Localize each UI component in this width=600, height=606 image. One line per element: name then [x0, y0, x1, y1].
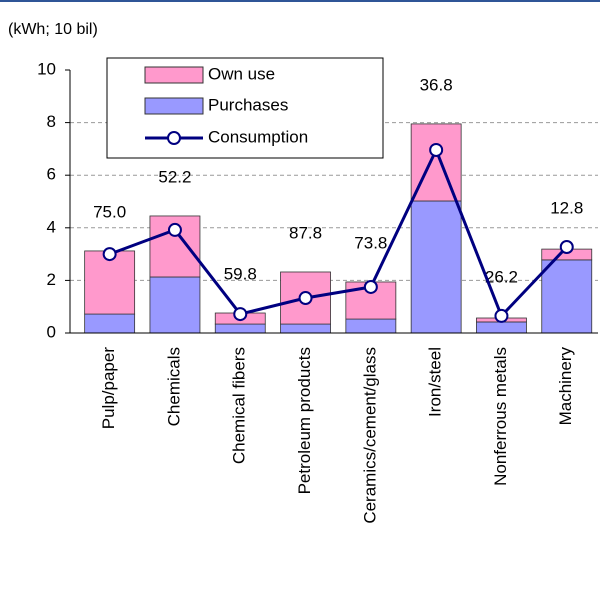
x-tick-label: Pulp/paper	[99, 347, 118, 430]
legend-swatch	[144, 66, 204, 84]
x-label-group: Chemical fibers	[230, 347, 249, 464]
annotation: 52.2	[158, 167, 191, 186]
x-label-group: Machinery	[556, 347, 575, 426]
y-tick-label: 6	[47, 165, 56, 184]
bar-purchases	[410, 200, 462, 334]
annotation: 87.8	[289, 223, 322, 242]
bar-purchases	[345, 318, 397, 334]
x-label-group: Ceramics/cement/glass	[360, 347, 379, 524]
legend-swatch	[144, 97, 204, 115]
x-tick-label: Chemical fibers	[230, 347, 249, 464]
consumption-marker	[429, 142, 444, 157]
annotation: 26.2	[485, 267, 518, 286]
y-tick-label: 4	[47, 217, 56, 236]
consumption-line	[109, 146, 568, 319]
annotation: 73.8	[354, 233, 387, 252]
bar-purchases	[84, 313, 136, 334]
x-tick-label: Ceramics/cement/glass	[360, 347, 379, 524]
x-tick-label: Nonferrous metals	[491, 347, 510, 486]
bar-purchases	[149, 276, 201, 334]
annotation: 59.8	[224, 264, 257, 283]
x-label-group: Iron/steel	[426, 347, 445, 417]
bar-purchases	[214, 323, 266, 334]
bar-purchases	[280, 323, 331, 334]
y-tick-label: 10	[37, 59, 56, 78]
bar-purchases	[541, 259, 593, 334]
consumption-marker	[233, 307, 248, 322]
legend-label: Purchases	[208, 95, 288, 114]
consumption-marker	[559, 239, 574, 254]
legend-swatch	[167, 131, 181, 145]
y-tick-label: 2	[47, 270, 56, 289]
x-tick-label: Petroleum products	[295, 347, 314, 494]
consumption-marker	[494, 308, 509, 323]
bar-purchases	[476, 321, 527, 334]
legend-label: Consumption	[208, 127, 308, 146]
consumption-marker	[102, 247, 117, 262]
x-tick-label: Machinery	[556, 347, 575, 426]
x-label-group: Nonferrous metals	[491, 347, 510, 486]
consumption-marker	[298, 291, 313, 306]
x-label-group: Pulp/paper	[99, 347, 118, 430]
x-label-group: Petroleum products	[295, 347, 314, 494]
annotation: 75.0	[93, 202, 126, 221]
y-tick-label: 0	[47, 322, 56, 341]
bar-own-use	[84, 250, 136, 315]
x-label-group: Chemicals	[164, 347, 183, 426]
consumption-marker	[167, 222, 182, 237]
consumption-marker	[363, 279, 378, 294]
annotation: 12.8	[550, 198, 583, 217]
x-tick-label: Chemicals	[164, 347, 183, 426]
x-tick-label: Iron/steel	[426, 347, 445, 417]
unit-label: (kWh; 10 bil)	[8, 21, 98, 38]
legend-label: Own use	[208, 64, 275, 83]
y-tick-label: 8	[47, 112, 56, 131]
annotation: 36.8	[420, 75, 453, 94]
